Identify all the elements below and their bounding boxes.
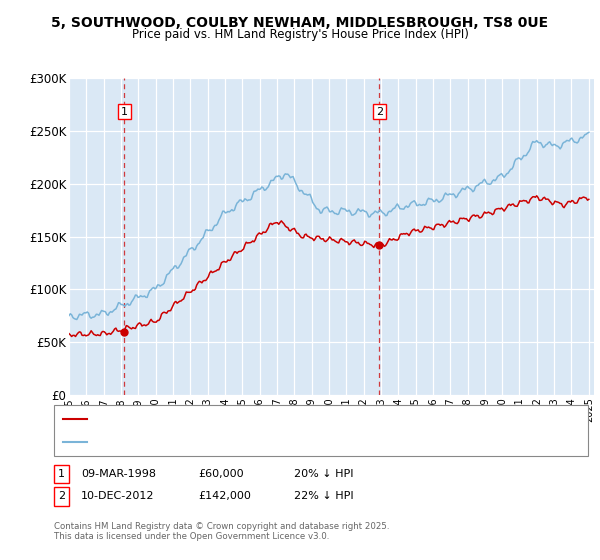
Text: 1: 1 bbox=[121, 106, 128, 116]
Text: £60,000: £60,000 bbox=[198, 469, 244, 479]
Text: 5, SOUTHWOOD, COULBY NEWHAM, MIDDLESBROUGH, TS8 0UE (detached house): 5, SOUTHWOOD, COULBY NEWHAM, MIDDLESBROU… bbox=[93, 414, 521, 424]
Text: Contains HM Land Registry data © Crown copyright and database right 2025.
This d: Contains HM Land Registry data © Crown c… bbox=[54, 522, 389, 542]
Text: 22% ↓ HPI: 22% ↓ HPI bbox=[294, 491, 353, 501]
Text: 5, SOUTHWOOD, COULBY NEWHAM, MIDDLESBROUGH, TS8 0UE: 5, SOUTHWOOD, COULBY NEWHAM, MIDDLESBROU… bbox=[52, 16, 548, 30]
Text: 20% ↓ HPI: 20% ↓ HPI bbox=[294, 469, 353, 479]
Text: 2: 2 bbox=[376, 106, 383, 116]
Text: Price paid vs. HM Land Registry's House Price Index (HPI): Price paid vs. HM Land Registry's House … bbox=[131, 28, 469, 41]
Text: 09-MAR-1998: 09-MAR-1998 bbox=[81, 469, 156, 479]
Text: 1: 1 bbox=[58, 469, 65, 479]
Text: £142,000: £142,000 bbox=[198, 491, 251, 501]
Text: 10-DEC-2012: 10-DEC-2012 bbox=[81, 491, 155, 501]
Text: HPI: Average price, detached house, Middlesbrough: HPI: Average price, detached house, Midd… bbox=[93, 437, 363, 447]
Text: 2: 2 bbox=[58, 491, 65, 501]
